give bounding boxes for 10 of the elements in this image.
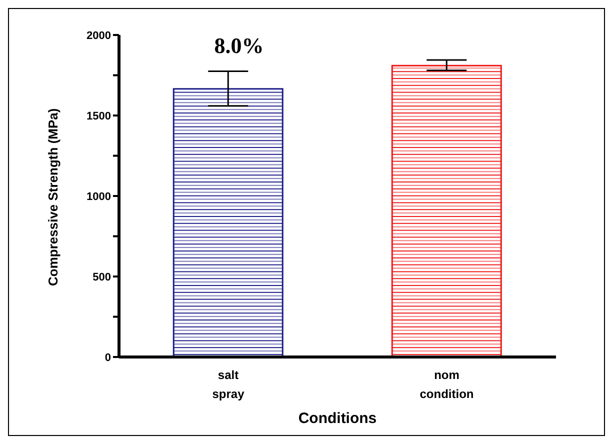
y-tick-label: 2000 (86, 30, 111, 42)
y-tick-label: 1500 (86, 110, 111, 122)
y-tick-label: 500 (92, 271, 111, 284)
x-axis-title: Conditions (298, 410, 377, 427)
y-axis-title: Compressive Strength (MPa) (46, 108, 61, 286)
x-tick-label: nom condition (420, 368, 474, 401)
x-tick-label: salt spray (212, 368, 245, 401)
y-tick-label: 0 (104, 352, 111, 364)
annotation: 8.0% (213, 33, 265, 59)
y-tick-label: 1000 (86, 190, 111, 203)
